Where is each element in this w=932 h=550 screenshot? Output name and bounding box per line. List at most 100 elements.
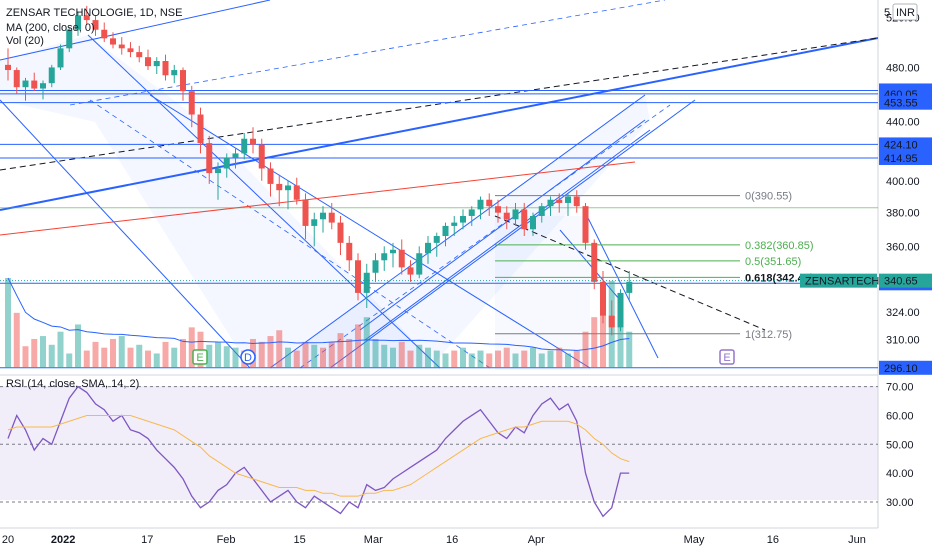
volume-bar-63 — [556, 347, 563, 368]
candle-body-45 — [398, 249, 405, 268]
candle-body-2 — [22, 80, 29, 88]
volume-bar-42 — [372, 338, 379, 368]
volume-bar-23 — [206, 344, 213, 368]
price-tag-6: 296.10 — [884, 363, 918, 375]
long-trendline — [0, 37, 878, 211]
chart-title: ZENSAR TECHNOLOGIE, 1D, NSE — [6, 7, 182, 19]
event-marker-shape — [240, 349, 256, 365]
time-tick-10: Jun — [848, 534, 866, 546]
price-tick-3: 400.00 — [886, 176, 920, 188]
candle-body-68 — [600, 281, 606, 316]
price-tag-bg-2 — [879, 95, 932, 110]
candle-body-49 — [433, 236, 440, 243]
time-tick-7: Apr — [528, 534, 545, 546]
volume-bar-54 — [477, 350, 484, 368]
candle-body-16 — [145, 57, 151, 67]
dashed-trendline — [0, 37, 878, 171]
event-marker-2: E — [719, 349, 735, 365]
candle-body-56 — [495, 206, 501, 213]
candle-body-36 — [320, 212, 326, 220]
candle-body-26 — [232, 153, 239, 158]
candle-body-14 — [127, 48, 134, 53]
rsi-tick-1: 60.00 — [886, 410, 914, 422]
candle-body-27 — [241, 138, 248, 154]
candle-body-69 — [608, 315, 615, 328]
volume-bar-12 — [110, 338, 116, 368]
candle-body-34 — [302, 199, 309, 226]
price-tick-1: 480.00 — [886, 62, 920, 74]
symbol-tag-bg — [800, 273, 877, 288]
candle-body-7 — [66, 29, 73, 49]
candle-body-0 — [5, 64, 11, 71]
candle-body-65 — [573, 196, 580, 207]
drop-line-a — [587, 217, 659, 359]
rsi-tick-2: 50.00 — [886, 439, 914, 451]
candle-body-64 — [565, 196, 571, 203]
volume-bar-41 — [363, 317, 370, 368]
candle-body-40 — [355, 260, 361, 293]
event-marker-shape — [719, 349, 735, 365]
up-channel-c — [359, 119, 646, 331]
candle-body-46 — [407, 267, 414, 275]
candle-body-60 — [530, 215, 536, 230]
rsi-series-1 — [7, 414, 630, 497]
volume-bar-38 — [337, 333, 344, 368]
volume-bar-43 — [381, 344, 388, 368]
rsi-tick-0: 70.00 — [886, 382, 914, 394]
candle-body-61 — [538, 206, 545, 216]
candle-body-9 — [83, 15, 90, 21]
candle-body-44 — [390, 249, 396, 254]
volume-bar-45 — [398, 341, 405, 368]
volume-bar-30 — [267, 336, 274, 368]
candle-body-6 — [57, 48, 64, 68]
currency-label: INR — [896, 7, 915, 19]
candle-body-47 — [416, 253, 423, 275]
rsi-tick-3: 40.00 — [886, 468, 914, 480]
currency-prefix: 5 — [884, 7, 890, 19]
volume-bar-21 — [188, 327, 195, 368]
volume-bar-8 — [75, 324, 81, 368]
rsi-tick-4: 30.00 — [886, 497, 914, 509]
volume-bar-6 — [57, 331, 64, 368]
price-tag-bg-3 — [879, 137, 932, 152]
candle-body-13 — [118, 44, 125, 49]
volume-bar-24 — [215, 341, 221, 368]
price-tag-3: 424.10 — [884, 139, 918, 151]
volume-bar-26 — [232, 347, 239, 368]
candle-body-19 — [171, 70, 178, 76]
event-marker-label: D — [244, 352, 252, 364]
time-tick-1: 2022 — [51, 534, 75, 546]
volume-bar-7 — [66, 353, 73, 368]
fib-label-3: 0.618(342.45) — [745, 272, 814, 284]
candle-body-41 — [363, 272, 370, 293]
fib-label-0: 0(390.55) — [745, 191, 792, 203]
up-channel-a — [269, 94, 646, 369]
up-channel-mid — [299, 104, 671, 369]
volume-bar-62 — [547, 350, 554, 368]
time-tick-8: May — [684, 534, 705, 546]
event-marker-1: D — [240, 349, 256, 365]
price-tick-8: 310.00 — [886, 334, 920, 346]
volume-bar-49 — [433, 350, 440, 368]
volume-bar-40 — [355, 324, 361, 368]
volume-bar-36 — [320, 347, 326, 368]
currency-box[interactable] — [892, 3, 918, 21]
time-tick-5: Mar — [364, 534, 383, 546]
volume-bar-0 — [5, 278, 11, 368]
candle-body-58 — [512, 209, 519, 220]
volume-ma-line — [7, 277, 630, 351]
candle-body-10 — [92, 20, 99, 30]
volume-bar-16 — [145, 350, 151, 368]
candle-body-3 — [31, 80, 38, 89]
time-tick-2: 17 — [141, 534, 153, 546]
candle-body-55 — [486, 199, 493, 207]
fib-fill — [495, 216, 590, 370]
candle-body-42 — [372, 260, 379, 273]
volume-bar-25 — [223, 346, 230, 368]
candle-body-24 — [215, 168, 221, 174]
last-price-tag: 340.65 — [884, 276, 918, 288]
ma200 — [0, 161, 636, 236]
candle-body-33 — [293, 185, 300, 200]
fib-label-2: 0.5(351.65) — [745, 256, 801, 268]
